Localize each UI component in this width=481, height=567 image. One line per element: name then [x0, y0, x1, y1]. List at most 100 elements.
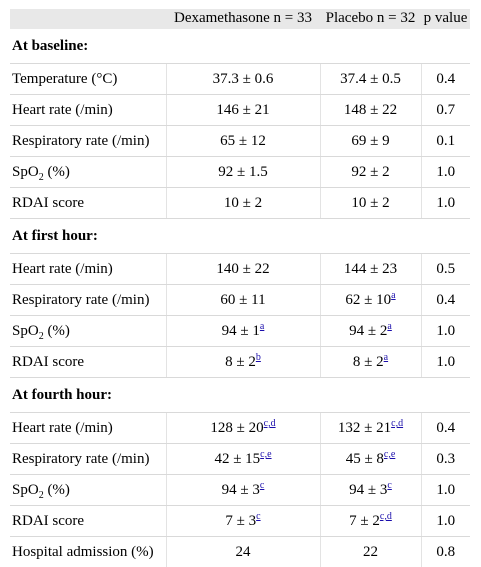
- footnote-link[interactable]: c,e: [384, 449, 395, 460]
- dexamethasone-value-cell: 42 ± 15c,e: [166, 444, 320, 475]
- dexamethasone-value: 37.3 ± 0.6: [213, 71, 274, 87]
- footnote-link[interactable]: a: [387, 321, 391, 332]
- row-label-tail: (%): [44, 323, 70, 339]
- results-table-container: Dexamethasone n = 33 Placebo n = 32 p va…: [10, 9, 470, 567]
- row-label-text: SpO: [12, 482, 39, 498]
- dexamethasone-value-cell: 92 ± 1.5: [166, 157, 320, 188]
- footnote-marker: a: [391, 290, 395, 301]
- placebo-value: 94 ± 2: [349, 323, 387, 339]
- p-value-cell: 0.4: [421, 64, 470, 95]
- row-label: Respiratory rate (/min): [10, 285, 166, 316]
- footnote-link[interactable]: c,d: [380, 511, 392, 522]
- placebo-value-cell: 10 ± 2: [320, 188, 421, 219]
- footnote-marker: b: [256, 352, 261, 363]
- placebo-value: 22: [363, 544, 378, 560]
- p-value-cell: 1.0: [421, 188, 470, 219]
- placebo-value-cell: 92 ± 2: [320, 157, 421, 188]
- row-label: Temperature (°C): [10, 64, 166, 95]
- dexamethasone-value-cell: 7 ± 3c: [166, 506, 320, 537]
- row-label: SpO2 (%): [10, 475, 166, 506]
- header-dexamethasone: Dexamethasone n = 33: [166, 9, 320, 29]
- footnote-link[interactable]: a: [391, 290, 395, 301]
- placebo-value-cell: 132 ± 21c,d: [320, 413, 421, 444]
- row-label-text: Respiratory rate (/min): [12, 451, 149, 467]
- section-title: At baseline:: [10, 29, 470, 64]
- footnote-link[interactable]: c: [387, 480, 391, 491]
- p-value-cell: 0.4: [421, 413, 470, 444]
- footnote-link[interactable]: a: [384, 352, 388, 363]
- footnote-link[interactable]: a: [260, 321, 264, 332]
- footnote-link[interactable]: c: [256, 511, 260, 522]
- p-value-cell: 0.8: [421, 537, 470, 567]
- placebo-value: 94 ± 3: [349, 482, 387, 498]
- row-label-text: SpO: [12, 323, 39, 339]
- dexamethasone-value: 140 ± 22: [216, 261, 269, 277]
- table-header-row: Dexamethasone n = 33 Placebo n = 32 p va…: [10, 9, 470, 29]
- dexamethasone-value-cell: 128 ± 20c,d: [166, 413, 320, 444]
- section-title: At first hour:: [10, 219, 470, 254]
- header-placebo: Placebo n = 32: [320, 9, 421, 29]
- row-label-tail: (%): [44, 164, 70, 180]
- dexamethasone-value-cell: 37.3 ± 0.6: [166, 64, 320, 95]
- p-value-cell: 1.0: [421, 157, 470, 188]
- p-value-cell: 0.3: [421, 444, 470, 475]
- placebo-value-cell: 8 ± 2a: [320, 347, 421, 378]
- footnote-marker: c: [256, 511, 260, 522]
- row-label-text: Respiratory rate (/min): [12, 292, 149, 308]
- footnote-link[interactable]: c,d: [264, 418, 276, 429]
- footnote-marker: c,e: [384, 449, 395, 460]
- footnote-marker: c: [260, 480, 264, 491]
- row-label-text: RDAI score: [12, 195, 84, 211]
- footnote-link[interactable]: b: [256, 352, 261, 363]
- dexamethasone-value: 10 ± 2: [224, 195, 262, 211]
- footnote-marker: c: [387, 480, 391, 491]
- dexamethasone-value-cell: 10 ± 2: [166, 188, 320, 219]
- footnote-marker: a: [260, 321, 264, 332]
- section-header-row: At first hour:: [10, 219, 470, 254]
- placebo-value-cell: 22: [320, 537, 421, 567]
- p-value-cell: 1.0: [421, 347, 470, 378]
- section-title: At fourth hour:: [10, 378, 470, 413]
- row-label-text: Heart rate (/min): [12, 102, 113, 118]
- row-label-text: Hospital admission (%): [12, 544, 154, 560]
- dexamethasone-value: 60 ± 11: [220, 292, 265, 308]
- footnote-link[interactable]: c: [260, 480, 264, 491]
- row-label: SpO2 (%): [10, 157, 166, 188]
- dexamethasone-value-cell: 146 ± 21: [166, 95, 320, 126]
- placebo-value-cell: 148 ± 22: [320, 95, 421, 126]
- table-row: Hospital admission (%) 24 22 0.8: [10, 537, 470, 567]
- placebo-value: 37.4 ± 0.5: [340, 71, 401, 87]
- placebo-value: 62 ± 10: [345, 292, 391, 308]
- dexamethasone-value: 42 ± 15: [214, 451, 260, 467]
- p-value-cell: 0.4: [421, 285, 470, 316]
- header-empty-cell: [10, 9, 166, 29]
- dexamethasone-value: 65 ± 12: [220, 133, 266, 149]
- p-value-cell: 0.1: [421, 126, 470, 157]
- placebo-value: 144 ± 23: [344, 261, 397, 277]
- dexamethasone-value-cell: 94 ± 3c: [166, 475, 320, 506]
- dexamethasone-value: 8 ± 2: [225, 354, 256, 370]
- dexamethasone-value-cell: 140 ± 22: [166, 254, 320, 285]
- dexamethasone-value: 24: [236, 544, 251, 560]
- row-label-tail: (%): [44, 482, 70, 498]
- footnote-link[interactable]: c,d: [391, 418, 403, 429]
- placebo-value: 132 ± 21: [338, 420, 391, 436]
- placebo-value-cell: 45 ± 8c,e: [320, 444, 421, 475]
- row-label-text: Heart rate (/min): [12, 420, 113, 436]
- row-label: RDAI score: [10, 188, 166, 219]
- row-label: Respiratory rate (/min): [10, 444, 166, 475]
- dexamethasone-value: 94 ± 1: [222, 323, 260, 339]
- placebo-value-cell: 94 ± 3c: [320, 475, 421, 506]
- header-p-value: p value: [421, 9, 470, 29]
- placebo-value-cell: 7 ± 2c,d: [320, 506, 421, 537]
- footnote-marker: c,d: [391, 418, 403, 429]
- footnote-link[interactable]: c,e: [260, 449, 271, 460]
- dexamethasone-value: 7 ± 3: [225, 513, 256, 529]
- row-label-text: RDAI score: [12, 513, 84, 529]
